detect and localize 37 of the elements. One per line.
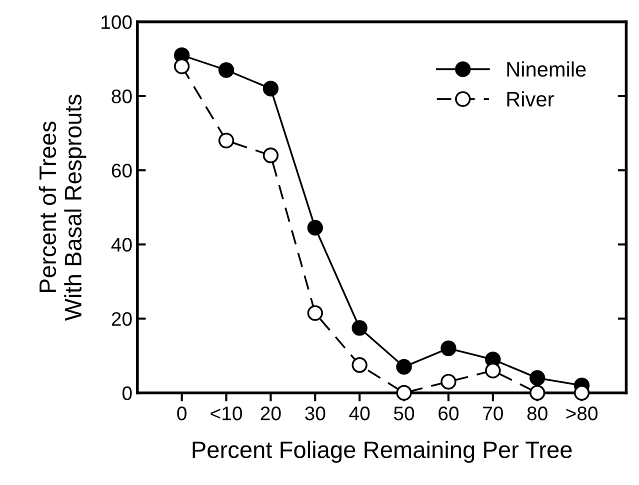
point xyxy=(262,80,279,96)
point xyxy=(396,359,412,375)
x-tick-label: 80 xyxy=(527,406,548,420)
point xyxy=(218,132,234,148)
point xyxy=(529,385,546,401)
y-tick-label: 40 xyxy=(111,238,132,252)
legend-label: River xyxy=(507,91,554,107)
x-tick-label: 0 xyxy=(177,406,186,420)
point xyxy=(307,305,323,321)
point xyxy=(440,340,456,356)
y-tick-label: 100 xyxy=(102,15,132,30)
legend-label: Ninemile xyxy=(507,61,586,77)
point xyxy=(352,357,368,373)
point xyxy=(307,220,323,236)
x-tick-label: 70 xyxy=(483,406,503,420)
x-tick-label: 40 xyxy=(349,406,370,420)
y-tick-label: 20 xyxy=(112,312,132,326)
point xyxy=(218,62,234,78)
point xyxy=(396,385,412,401)
point xyxy=(529,370,546,386)
y-axis-title: Percent of Trees With Basal Resprouts xyxy=(38,94,86,321)
x-tick-label: 30 xyxy=(305,406,326,420)
x-tick-label: <10 xyxy=(210,406,242,420)
y-tick-label: 0 xyxy=(122,386,132,400)
y-tick-label: 60 xyxy=(112,164,132,178)
x-tick-label: 20 xyxy=(260,406,281,420)
x-tick-label: 60 xyxy=(438,406,459,420)
x-axis-title: Percent Foliage Remaining Per Tree xyxy=(192,440,572,463)
x-tick-label: 50 xyxy=(394,406,414,420)
y-tick-label: 80 xyxy=(112,90,132,104)
point xyxy=(440,374,456,390)
x-tick-label: >80 xyxy=(566,406,598,420)
point xyxy=(485,362,501,378)
point xyxy=(574,385,590,401)
point xyxy=(352,320,368,336)
point xyxy=(174,58,190,74)
point xyxy=(262,148,279,164)
